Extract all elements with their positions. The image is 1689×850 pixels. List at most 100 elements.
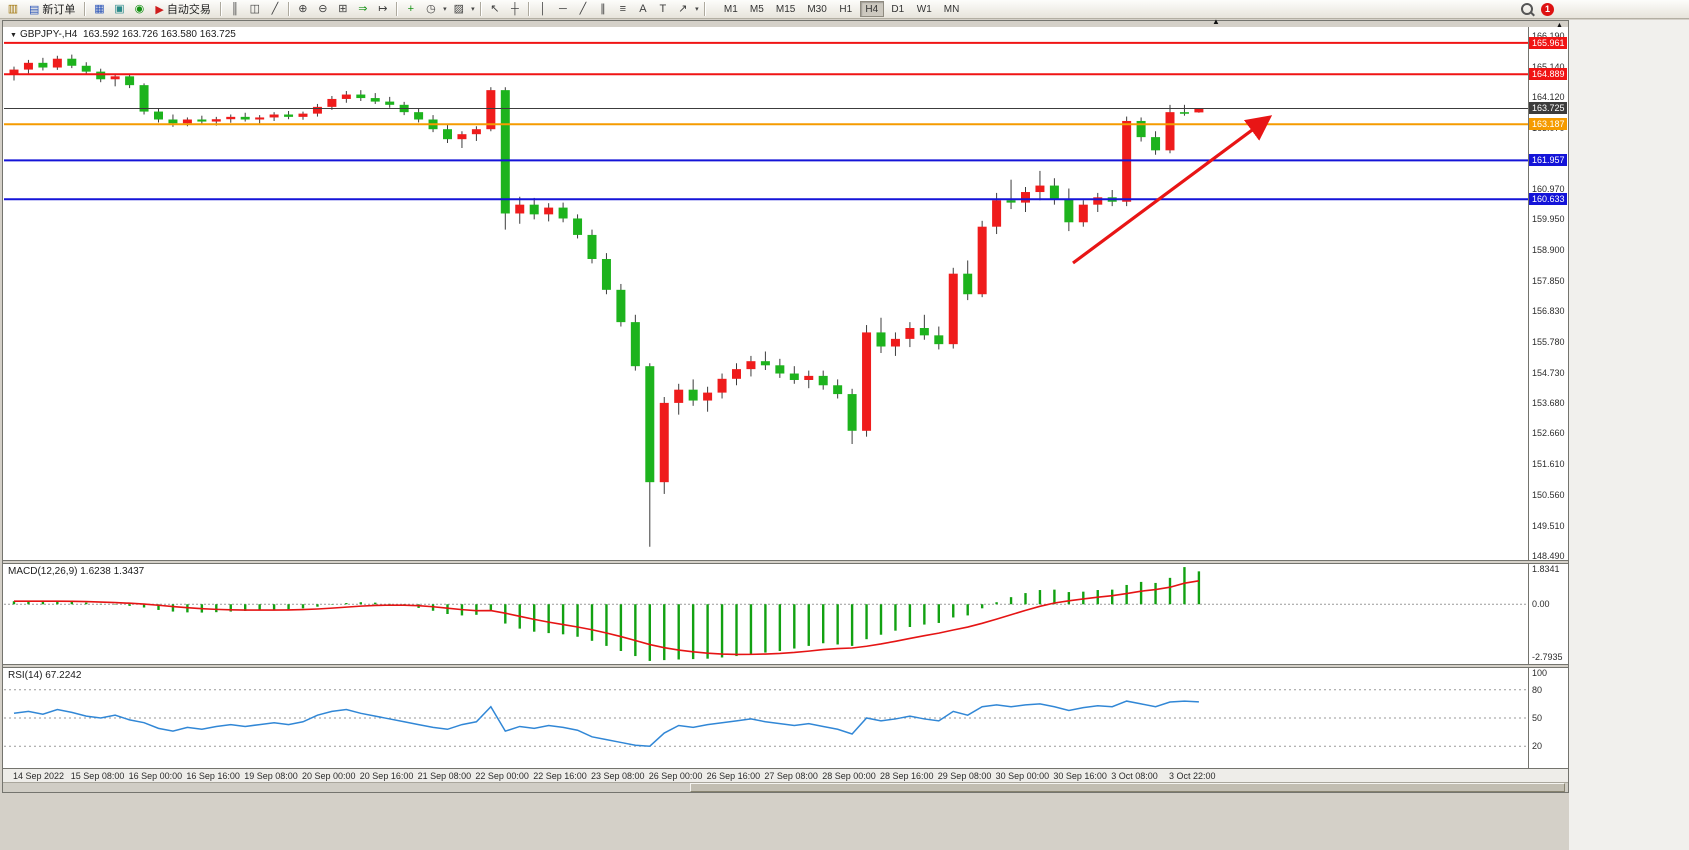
- rsi-axis-20: 20: [1532, 741, 1543, 751]
- periods-icon[interactable]: ◷: [426, 3, 436, 15]
- candle-body: [1151, 137, 1161, 151]
- tile-windows-icon[interactable]: ⊞: [338, 3, 348, 15]
- text-icon[interactable]: A: [639, 3, 647, 15]
- candle-body: [9, 69, 19, 74]
- candle-body: [934, 335, 944, 345]
- chart-shift-marker-icon: ▲: [1212, 17, 1220, 26]
- time-axis-label: 20 Sep 00:00: [302, 771, 356, 781]
- candle-body: [414, 112, 424, 120]
- rsi-chart-canvas[interactable]: [4, 668, 1528, 768]
- arrows-icon[interactable]: ↗: [678, 3, 688, 15]
- timeframe-button-m15[interactable]: M15: [771, 1, 800, 17]
- periods-caret-icon[interactable]: ▾: [443, 6, 447, 13]
- time-axis[interactable]: 14 Sep 2022 15 Sep 08:00 16 Sep 00:00 16 Se…: [3, 768, 1568, 782]
- candle-body: [81, 65, 91, 72]
- vertical-line-icon[interactable]: │: [539, 3, 547, 15]
- cursor-icon[interactable]: ↖: [490, 3, 500, 15]
- symbol-name: GBPJPY-,H4: [19, 29, 78, 40]
- candle-body: [1049, 185, 1059, 200]
- candle-body: [876, 332, 886, 347]
- scrollbar-thumb[interactable]: [690, 783, 1565, 792]
- fibonacci-icon[interactable]: ≡: [619, 3, 627, 15]
- zoom-in-icon[interactable]: ⊕: [298, 3, 308, 15]
- candle-body: [1035, 185, 1045, 193]
- profiles-icon[interactable]: ▦: [94, 3, 105, 15]
- candle-body: [905, 328, 915, 339]
- timeframe-button-mn[interactable]: MN: [939, 1, 965, 17]
- new-order-button[interactable]: ▤ 新订单: [23, 1, 81, 18]
- symbol-dropdown-icon[interactable]: ▼: [10, 32, 17, 39]
- channel-icon[interactable]: ∥: [600, 3, 606, 15]
- candle-body: [717, 378, 727, 393]
- autotrade-button[interactable]: ▶ 自动交易: [149, 1, 216, 18]
- timeframe-button-h4[interactable]: H4: [859, 1, 884, 17]
- price-chart-canvas[interactable]: [4, 27, 1528, 560]
- bar-chart-icon[interactable]: ║: [230, 3, 239, 15]
- trend-arrow-annotation[interactable]: [1072, 115, 1273, 265]
- candle-body: [659, 402, 669, 483]
- template-caret-icon[interactable]: ▾: [471, 6, 475, 13]
- candle-body: [775, 365, 785, 374]
- macd-axis: 1.8341 0.00 -2.7935: [1528, 564, 1566, 664]
- time-axis-label: 27 Sep 08:00: [764, 771, 818, 781]
- price-axis[interactable]: 166.190165.140164.120163.070162.020160.9…: [1528, 27, 1567, 561]
- trendline-icon[interactable]: ╱: [579, 3, 587, 15]
- time-axis-label: 14 Sep 2022: [13, 771, 65, 781]
- candle-body: [38, 62, 48, 68]
- autoscroll-icon[interactable]: ⇒: [358, 3, 368, 15]
- market-watch-icon[interactable]: ▣: [114, 3, 125, 15]
- chart-shift-icon[interactable]: ↦: [378, 3, 388, 15]
- time-axis-label: 16 Sep 16:00: [186, 771, 240, 781]
- candle-body: [529, 204, 539, 215]
- notification-badge[interactable]: 1: [1541, 2, 1554, 16]
- time-axis-label: 28 Sep 16:00: [880, 771, 934, 781]
- autotrade-icon: ▶: [155, 3, 164, 16]
- macd-values: 1.6238 1.3437: [80, 566, 145, 577]
- candle-body: [211, 119, 221, 122]
- candle-body: [1078, 204, 1088, 223]
- candle-body: [1093, 197, 1103, 205]
- price-axis-label: 165.140: [1532, 61, 1565, 72]
- navigator-icon[interactable]: ◉: [134, 3, 145, 15]
- candle-body: [168, 119, 178, 124]
- crosshair-icon[interactable]: ┼: [510, 3, 519, 15]
- candle-body: [515, 204, 525, 214]
- toolbar-separator: [703, 2, 706, 16]
- time-axis-label: 26 Sep 00:00: [648, 771, 703, 781]
- candle-body: [630, 322, 640, 367]
- candle-body: [110, 76, 120, 80]
- zoom-out-icon[interactable]: ⊖: [318, 3, 328, 15]
- timeframe-button-w1[interactable]: W1: [912, 1, 937, 17]
- text-label-icon[interactable]: T: [659, 3, 667, 15]
- template-icon[interactable]: ▨: [453, 3, 465, 15]
- horizontal-line-icon[interactable]: ─: [558, 3, 567, 15]
- macd-chart-canvas[interactable]: [4, 564, 1528, 664]
- pane-divider[interactable]: [3, 560, 1568, 564]
- macd-name: MACD(12,26,9): [8, 566, 78, 577]
- rsi-name: RSI(14): [8, 670, 43, 681]
- timeframe-button-d1[interactable]: D1: [886, 1, 910, 17]
- candle-body: [558, 207, 568, 219]
- toolbar-right-group: 1: [1521, 2, 1554, 16]
- new-chart-icon[interactable]: ▥: [7, 3, 19, 15]
- candle-body: [1194, 108, 1204, 113]
- timeframe-button-m5[interactable]: M5: [745, 1, 769, 17]
- line-chart-icon[interactable]: ╱: [271, 3, 279, 15]
- arrows-caret-icon[interactable]: ▾: [695, 6, 699, 13]
- timeframe-button-m30[interactable]: M30: [802, 1, 831, 17]
- chart-scrollbar[interactable]: [3, 782, 1568, 792]
- timeframe-button-m1[interactable]: M1: [719, 1, 743, 17]
- indicators-icon[interactable]: +: [407, 3, 415, 15]
- candlestick-chart-icon[interactable]: ◫: [249, 3, 261, 15]
- price-axis-label: 156.830: [1532, 305, 1565, 316]
- search-icon[interactable]: [1521, 3, 1533, 15]
- candle-body: [471, 129, 481, 135]
- candle-body: [23, 62, 33, 70]
- pane-divider[interactable]: [3, 664, 1568, 668]
- time-axis-label: 16 Sep 00:00: [128, 771, 183, 781]
- axis-arrow-icon: ▲: [1556, 22, 1563, 29]
- rsi-axis-100: 100: [1532, 668, 1548, 678]
- time-axis-label: 21 Sep 08:00: [417, 771, 472, 781]
- ohlc-readout: 163.592 163.726 163.580 163.725: [82, 29, 236, 40]
- timeframe-button-h1[interactable]: H1: [834, 1, 858, 17]
